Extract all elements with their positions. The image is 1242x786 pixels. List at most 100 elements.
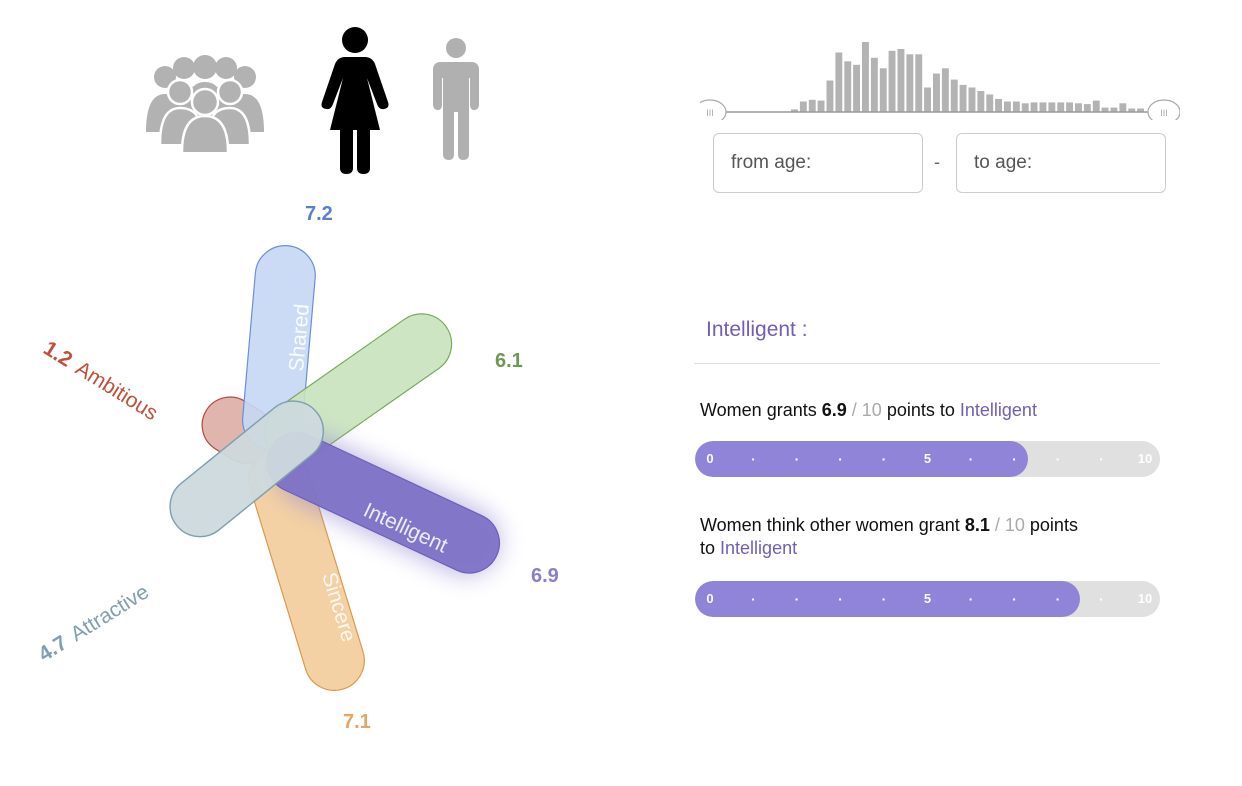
stmt2-trait: Intelligent [720, 538, 798, 558]
petal-attractive[interactable] [158, 389, 336, 549]
histogram-bar [1119, 103, 1127, 113]
scale-mid-label: 5 [923, 591, 932, 606]
scale-dot: · [1099, 591, 1104, 607]
divider [694, 363, 1160, 364]
histogram-bar [924, 87, 931, 112]
svg-text:4.7 Attractive: 4.7 Attractive [34, 580, 153, 666]
own-score-bar-fill [695, 441, 1029, 477]
score-sincere: 7.1 [343, 711, 371, 733]
scale-dot: · [751, 591, 756, 607]
histogram-bar [862, 42, 869, 112]
age-range-separator: - [934, 152, 940, 172]
histogram-bar [844, 61, 852, 113]
woman-icon[interactable] [318, 26, 392, 174]
score-intelligent: 6.9 [531, 565, 559, 587]
histogram-bar [995, 98, 1002, 112]
histogram-bar [1092, 100, 1100, 112]
histogram-bar [888, 50, 896, 113]
histogram-bar [1012, 101, 1020, 112]
age-histogram: III III [700, 42, 1180, 120]
histogram-bar [835, 52, 843, 112]
histogram-bar [817, 100, 825, 112]
scale-dot: · [794, 591, 800, 607]
histogram-bar [977, 91, 985, 112]
score-shared-interests: 7.2 [305, 203, 333, 225]
scale-dot: · [838, 591, 843, 607]
histogram-bar [879, 68, 887, 113]
stmt2-prefix: Women think other women grant [700, 515, 960, 535]
scale-min-label: 0 [706, 591, 714, 606]
scale-dot: · [1055, 591, 1061, 607]
histogram-bar [1048, 102, 1056, 112]
histogram-bar [1021, 103, 1029, 113]
group-everyone-icon[interactable] [142, 54, 268, 152]
histogram-bar [906, 54, 914, 113]
label-attractive: Attractive [67, 580, 153, 646]
histogram-bar [1057, 102, 1065, 112]
max-handle-grip: III [1160, 108, 1168, 118]
histogram-bar [915, 54, 923, 113]
histogram-bar [1110, 107, 1118, 112]
scale-dot: · [1012, 451, 1017, 467]
histogram-bar [791, 109, 798, 112]
svg-text:1.2 Ambitious: 1.2 Ambitious [39, 337, 162, 425]
histogram-bar [1128, 108, 1136, 112]
from-age-input[interactable] [731, 134, 911, 192]
histogram-bar [941, 68, 949, 113]
age-slider-max-handle[interactable]: III [1147, 99, 1180, 120]
histogram-bar [1066, 102, 1073, 112]
age-slider-min-handle[interactable]: III [700, 99, 727, 120]
stmt2-max: / 10 [994, 515, 1025, 535]
own-score-bar: 0 · · · · 5 · · · · 10 [695, 441, 1160, 477]
scale-dot: · [1012, 591, 1017, 607]
scale-min-label: 0 [706, 451, 714, 466]
man-icon[interactable] [431, 38, 481, 160]
score-attractive: 4.7 [34, 631, 71, 666]
scale-max-label: 10 [1137, 591, 1153, 606]
histogram-bar [1004, 101, 1011, 112]
score-ambitious: 1.2 [39, 337, 76, 372]
from-age-field[interactable] [713, 133, 923, 193]
scale-dot: · [968, 591, 974, 607]
histogram-bar [968, 87, 976, 112]
histogram-bar [1101, 107, 1109, 112]
histogram-bar [933, 73, 940, 112]
histogram-bar [986, 94, 994, 112]
to-age-input[interactable] [974, 134, 1154, 192]
scale-dot: · [881, 451, 887, 467]
selected-trait-title: Intelligent : [706, 318, 808, 341]
scale-dot: · [968, 451, 974, 467]
scale-max-label: 10 [1137, 451, 1153, 466]
histogram-bar [1083, 104, 1091, 112]
stmt1-max: / 10 [851, 400, 882, 420]
statement-perceived-score: Women think other women grant 8.1 / 10 p… [700, 514, 1170, 560]
histogram-bar [950, 79, 958, 112]
petal-label-shared-line1: Shared [285, 303, 314, 372]
min-handle-grip: III [706, 108, 714, 118]
statement-own-score: Women grants 6.9 / 10 points to Intellig… [700, 399, 1037, 422]
histogram-bar [1030, 102, 1038, 112]
stmt1-middle: points to [886, 400, 955, 420]
stmt1-prefix: Women grants [700, 400, 817, 420]
histogram-bar [826, 80, 834, 112]
histogram-bar [799, 101, 807, 112]
petal-label-fun: Fun [403, 392, 446, 432]
stmt2-middle: points [1029, 515, 1078, 535]
to-age-field[interactable] [956, 133, 1166, 193]
perceived-score-bar: 0 · · · · 5 · · · · 10 [695, 581, 1160, 617]
stmt1-trait: Intelligent [959, 400, 1037, 420]
perceived-score-bar-fill [695, 581, 1081, 617]
label-ambitious: Ambitious [71, 357, 161, 425]
trait-flower-chart: Shared interests Fun Intelligent Sincere… [34, 203, 559, 733]
histogram-bar [870, 57, 878, 113]
scale-dot: · [838, 451, 843, 467]
scale-dot: · [1055, 451, 1061, 467]
scale-dot: · [794, 451, 800, 467]
scale-mid-label: 5 [923, 451, 932, 466]
histogram-bar [853, 64, 860, 113]
stmt1-value: 6.9 [821, 400, 847, 420]
histogram-bar [897, 49, 905, 112]
histogram-bar [1137, 108, 1144, 112]
petal-label-shared-line2: interests [310, 291, 340, 372]
scale-dot: · [1099, 451, 1104, 467]
